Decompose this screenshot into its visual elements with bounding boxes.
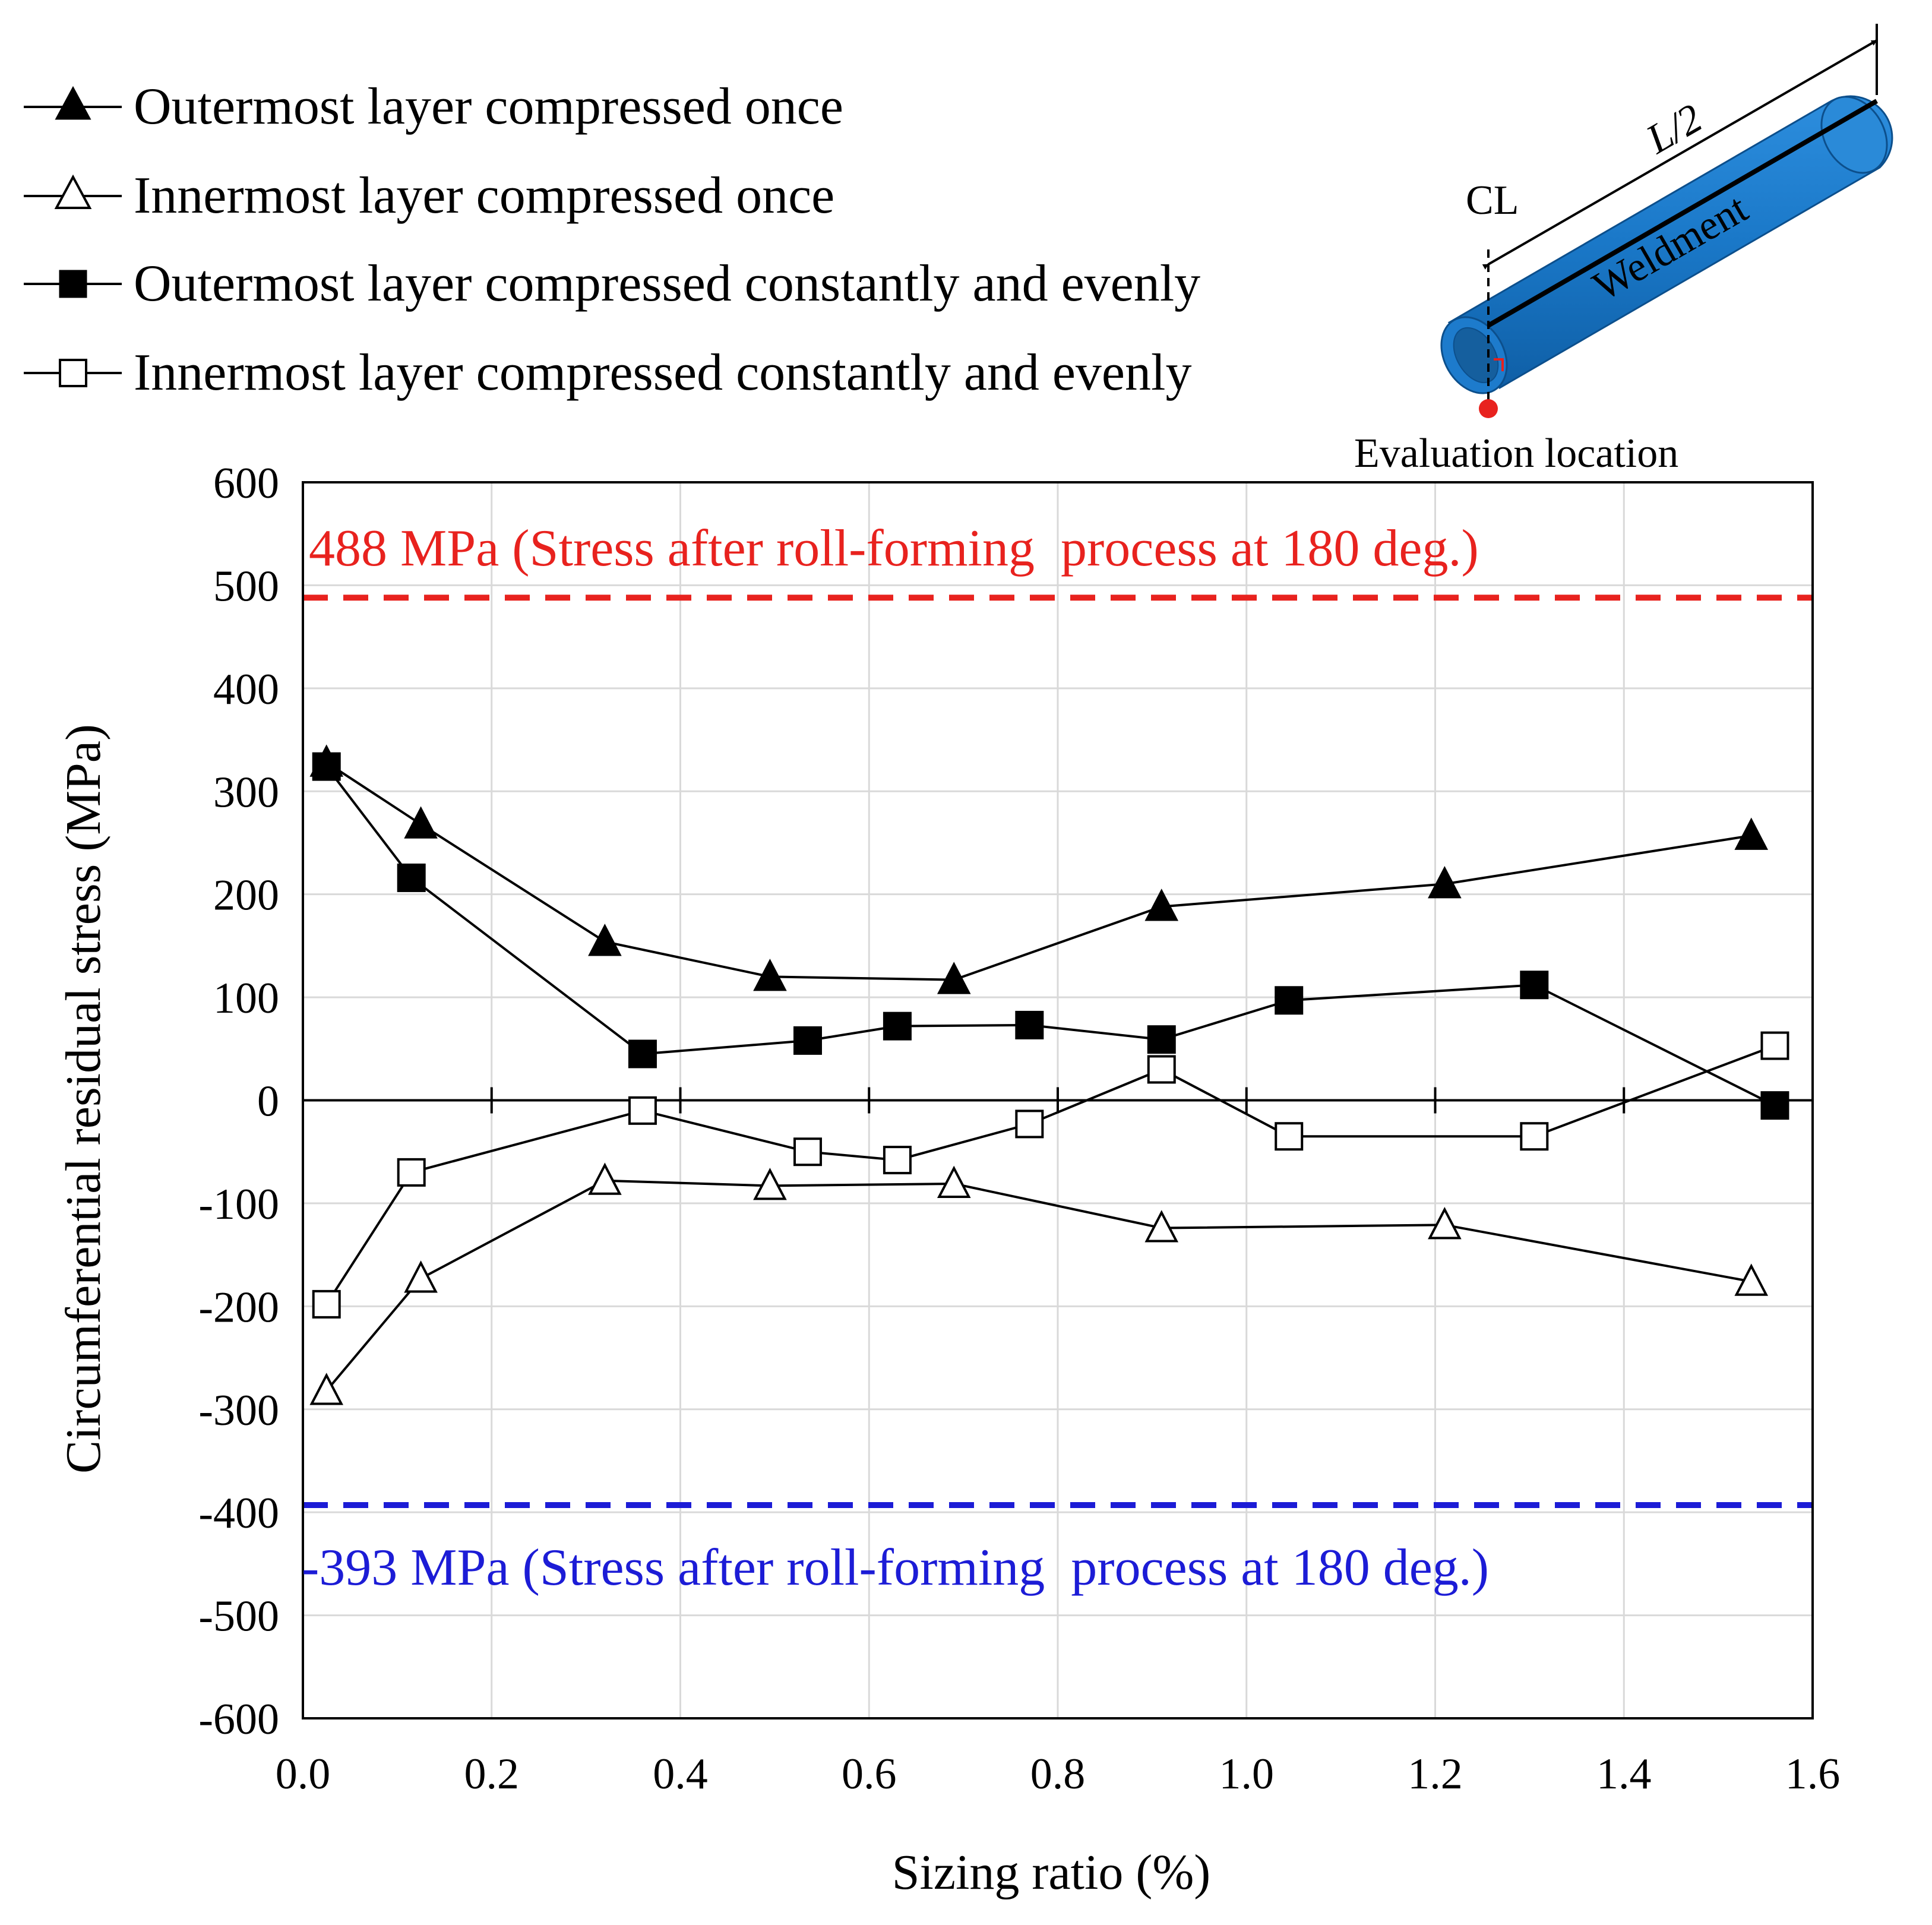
data-point [753, 1168, 787, 1200]
y-axis-title: Circumferential residual stress (MPa) [56, 724, 111, 1474]
x-tick-label: 0.4 [653, 1750, 708, 1798]
data-point [937, 962, 971, 994]
data-point [628, 1096, 657, 1125]
legend-entry-innermost-once: Innermost layer compressed once [24, 167, 834, 225]
x-tick-label: 0.0 [276, 1750, 331, 1798]
data-point [404, 1260, 438, 1293]
data-point [883, 1146, 912, 1175]
filled-triangle-icon [55, 86, 91, 120]
data-point [1428, 1207, 1462, 1240]
y-tick-label: 400 [213, 665, 279, 714]
legend-entry-innermost-constant: Innermost layer compressed constantly an… [24, 344, 1191, 402]
legend-label: Outermost layer compressed once [134, 78, 843, 135]
legend-label: Innermost layer compressed constantly an… [134, 344, 1191, 402]
open-triangle-icon [54, 174, 92, 209]
tube-diagram: L/2 CL Weldment Evaluation location [1354, 24, 1893, 476]
x-tick-label: 0.2 [464, 1750, 520, 1798]
y-tick-label: 300 [213, 768, 279, 817]
data-point [1734, 1263, 1769, 1296]
data-point [628, 1039, 657, 1069]
series-1 [309, 744, 1769, 994]
data-point [1520, 1122, 1549, 1151]
data-point [1015, 1010, 1044, 1039]
data-point [1147, 1025, 1176, 1054]
series-4 [312, 1031, 1789, 1319]
data-point [1760, 1091, 1789, 1120]
data-series [309, 744, 1789, 1405]
data-point [1015, 1110, 1044, 1139]
data-point [397, 863, 426, 892]
data-point [753, 959, 787, 991]
y-tick-label: 200 [213, 871, 279, 920]
axes [302, 481, 1814, 1719]
reference-lines [303, 595, 1813, 1509]
upper-reference-label: 488 MPa (Stress after roll-forming proce… [309, 520, 1479, 577]
data-point [1275, 1122, 1304, 1151]
open-square-icon [59, 359, 87, 387]
legend-label: Outermost layer compressed constantly an… [134, 255, 1200, 312]
series-line [325, 1179, 1752, 1392]
data-point [1520, 971, 1549, 1000]
data-point [883, 1012, 912, 1041]
x-tick-label: 1.6 [1785, 1750, 1841, 1798]
data-point [1760, 1031, 1789, 1060]
dimension-label: L/2 [1639, 95, 1710, 163]
lower-reference-label: -393 MPa (Stress after roll-forming proc… [302, 1539, 1489, 1597]
series-3 [312, 752, 1789, 1120]
data-point [1147, 1055, 1176, 1084]
y-tick-label: 100 [213, 974, 279, 1023]
data-point [404, 806, 438, 839]
legend-entry-outermost-once: Outermost layer compressed once [24, 78, 843, 135]
filled-square-icon [59, 270, 87, 298]
y-tick-label: -500 [198, 1592, 279, 1641]
x-tick-label: 1.4 [1596, 1750, 1652, 1798]
tick-labels: 0.0 0.2 0.4 0.6 0.8 1.0 1.2 1.4 1.6 600 500 400 300 2… [198, 459, 1840, 1798]
data-point [588, 1162, 622, 1195]
data-point [1144, 1210, 1179, 1243]
centerline-label: CL [1466, 178, 1519, 223]
series-line [325, 1044, 1776, 1305]
y-tick-label: -200 [198, 1283, 279, 1332]
evaluation-location-label: Evaluation location [1354, 431, 1678, 476]
y-tick-label: -100 [198, 1180, 279, 1229]
data-point [1734, 817, 1769, 850]
data-point [937, 1165, 971, 1198]
tube-bore [1453, 327, 1499, 384]
legend: Outermost layer compressed once Innermos… [24, 78, 1200, 402]
legend-label: Innermost layer compressed once [134, 167, 834, 225]
data-point [397, 1158, 426, 1187]
legend-entry-outermost-constant: Outermost layer compressed constantly an… [24, 255, 1200, 312]
x-tick-label: 1.2 [1408, 1750, 1463, 1798]
x-tick-label: 0.6 [842, 1750, 897, 1798]
data-point [793, 1026, 822, 1055]
x-tick-label: 0.8 [1030, 1750, 1086, 1798]
data-point [309, 1373, 344, 1405]
data-point [312, 1289, 341, 1319]
series-2 [309, 1162, 1769, 1405]
section-mark [1494, 358, 1504, 371]
x-tick-label: 1.0 [1219, 1750, 1275, 1798]
data-point [1275, 986, 1304, 1015]
data-point [1144, 889, 1179, 921]
series-line [325, 766, 1776, 1107]
series-line [325, 761, 1752, 981]
dimension-arrow [1482, 39, 1877, 270]
evaluation-point [1479, 399, 1498, 418]
y-tick-label: -400 [198, 1489, 279, 1538]
y-tick-label: 600 [213, 459, 279, 508]
y-tick-label: 500 [213, 562, 279, 611]
data-point [793, 1137, 822, 1167]
data-point [588, 924, 622, 956]
x-axis-title: Sizing ratio (%) [892, 1845, 1211, 1900]
y-tick-label: -600 [198, 1695, 279, 1744]
data-point [1428, 865, 1462, 899]
y-tick-label: 0 [257, 1077, 279, 1126]
y-tick-label: -300 [198, 1386, 279, 1435]
data-point [312, 752, 341, 781]
